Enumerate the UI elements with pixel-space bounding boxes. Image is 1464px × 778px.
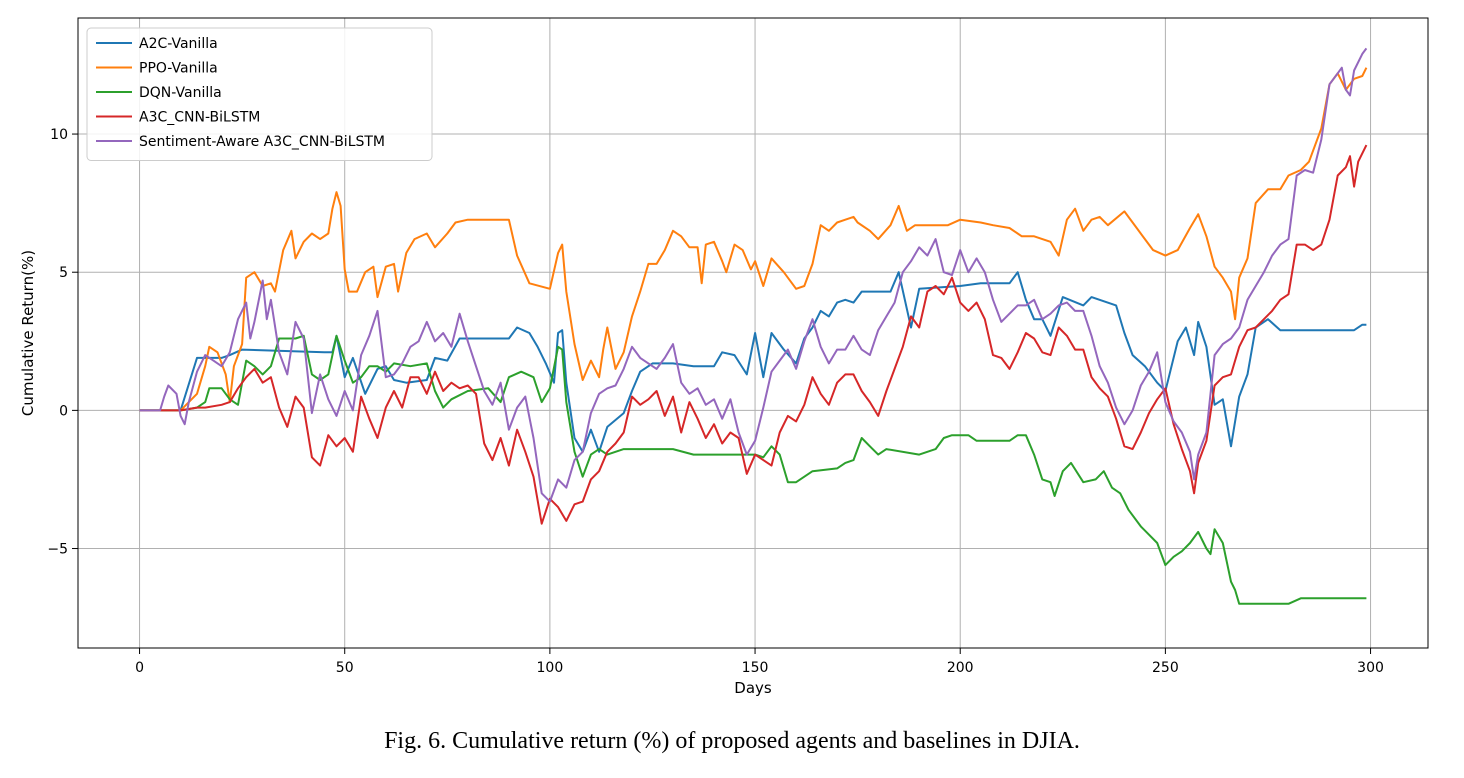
y-tick-label: −5 [47,542,68,558]
series-lines [139,47,1368,605]
y-tick-label: 10 [50,127,68,143]
x-tick-label: 300 [1357,660,1384,676]
legend-box [86,27,433,161]
legend-entry: PPO-Vanilla [139,61,218,77]
legend-entry: Sentiment-Aware A3C_CNN-BiLSTM [139,134,385,150]
x-tick-label: 50 [336,660,354,676]
legend-entry: A2C-Vanilla [139,36,218,52]
series-line-sentiment-aware-a3c-cnn-bilstm [139,47,1368,503]
series-line-ppo-vanilla [139,67,1368,412]
series-line-dqn-vanilla [139,334,1367,605]
x-axis-label: Days [734,679,772,697]
x-tick-label: 200 [947,660,974,676]
x-tick-label: 250 [1152,660,1179,676]
x-tick-label: 0 [135,660,144,676]
cumulative-return-chart: 0 50 100 150 200 250 300 −5 0 5 10 Days Cumulativ… [19,17,1429,697]
legend-entry: A3C_CNN-BiLSTM [139,110,260,126]
x-tick-label: 100 [537,660,564,676]
legend: A2C-Vanilla PPO-Vanilla DQN-Vanilla A3C_CNN… [86,27,433,161]
y-tick-label: 0 [59,403,68,419]
x-axis-ticks: 0 50 100 150 200 250 300 [135,648,1384,676]
figure-caption: Fig. 6. Cumulative return (%) of propose… [384,728,1080,754]
y-axis-ticks: −5 0 5 10 [47,127,78,558]
plot-frame [77,17,1429,649]
y-tick-label: 5 [59,265,68,281]
legend-entry: DQN-Vanilla [139,85,222,101]
series-line-a2c-vanilla [139,271,1367,453]
series-line-a3c-cnn-bilstm [139,144,1368,525]
x-tick-label: 150 [742,660,769,676]
y-axis-label: Cumulative Return(%) [19,250,37,416]
